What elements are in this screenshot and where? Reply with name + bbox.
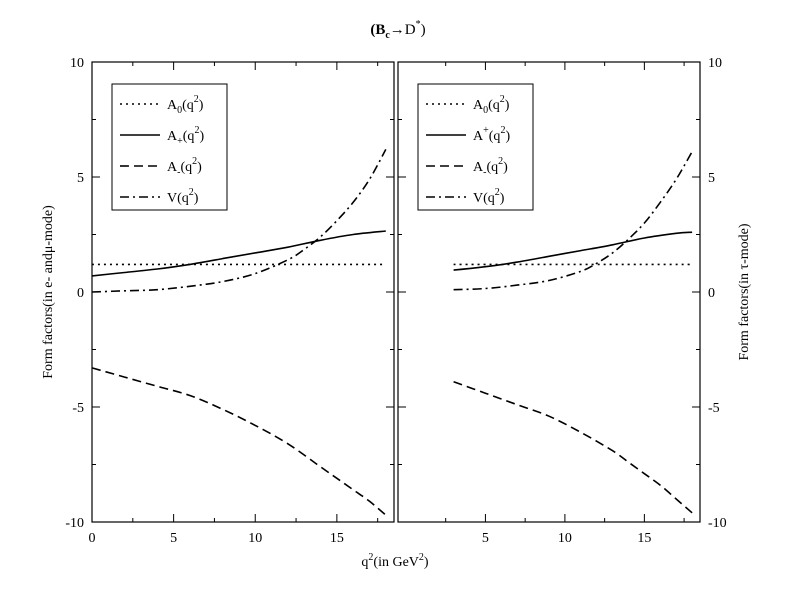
y-tick-label: -10	[708, 516, 727, 531]
x-tick-label: 15	[637, 531, 651, 546]
x-tick-label: 5	[170, 531, 177, 546]
y-tick-label: 0	[77, 286, 84, 301]
x-tick-label: 10	[558, 531, 572, 546]
y-tick-label: -5	[708, 401, 720, 416]
x-tick-label: 10	[248, 531, 262, 546]
y-tick-label: 10	[708, 56, 722, 71]
legend-label: A-(q2)	[167, 156, 202, 178]
series-line-dashed	[453, 380, 693, 514]
x-tick-label: 5	[482, 531, 489, 546]
legend-label: A+(q2)	[473, 125, 510, 144]
x-axis-label: q2(in GeV2)	[361, 552, 429, 570]
legend-label: A+(q2)	[167, 125, 204, 147]
legend-label: V(q2)	[473, 187, 505, 206]
series-line-dashdot	[453, 151, 693, 291]
legend-label: V(q2)	[167, 187, 199, 206]
series-line-dashed	[91, 367, 387, 516]
y-tick-label: 5	[77, 171, 84, 186]
legend-box	[417, 83, 534, 211]
legend-box	[111, 83, 228, 211]
legend-layer: A0(q2) A+(q2) A-(q2) V(q2) A0(q2) A+(q2) A-(q2…	[111, 83, 534, 211]
chart-title: (Bc→D*)	[370, 19, 425, 41]
y-tick-label: 0	[708, 286, 715, 301]
y-tick-label: -5	[72, 401, 84, 416]
legend-label: A0(q2)	[167, 94, 204, 116]
left-y-axis-label: Form factors(in e- andμ-mode)	[41, 205, 56, 379]
legend-label: A0(q2)	[473, 94, 510, 116]
y-tick-label: 10	[70, 56, 84, 71]
legend-label: A-(q2)	[473, 156, 508, 178]
ticks-layer: 10 5 0 -5 -10 0 5 10 15 10 5 0 -5 -10 5 10 15	[65, 56, 726, 546]
y-tick-label: -10	[65, 516, 84, 531]
x-tick-label: 15	[330, 531, 344, 546]
x-tick-label: 0	[89, 531, 96, 546]
series-line-dashdot	[91, 149, 387, 293]
series-line-solid	[453, 231, 693, 271]
series-line-solid	[91, 230, 386, 277]
series-layer	[91, 149, 693, 516]
right-y-axis-label: Form factors(in τ-mode)	[737, 223, 752, 360]
y-tick-label: 5	[708, 171, 715, 186]
